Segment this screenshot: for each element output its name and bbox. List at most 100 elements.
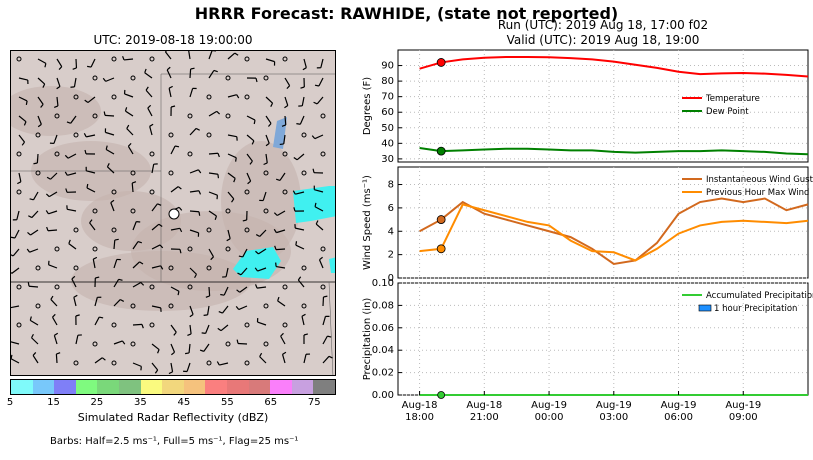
calm-wind-circle — [282, 56, 288, 62]
calm-wind-circle — [168, 303, 174, 309]
wind-barb — [11, 358, 20, 364]
calm-wind-circle — [187, 151, 193, 157]
colorbar-swatch — [226, 380, 249, 394]
wind-barb-feather — [236, 94, 240, 99]
wind-barb — [297, 279, 305, 288]
wind-barb — [322, 316, 327, 326]
calm-wind-circle — [225, 113, 231, 119]
calm-wind-circle — [73, 227, 79, 233]
wind-barb-feather — [166, 66, 171, 71]
colorbar-tick-label: 15 — [47, 397, 60, 408]
map-title: UTC: 2019-08-18 19:00:00 — [93, 33, 253, 47]
calm-wind-circle — [320, 113, 326, 119]
wind-barb — [189, 210, 200, 213]
current-time-marker — [436, 215, 446, 224]
wind-barb-feather — [33, 162, 38, 165]
wind-barb — [189, 68, 192, 79]
wind-barb — [67, 208, 77, 212]
wind-barb — [256, 286, 267, 289]
wind-barb-feather — [237, 272, 242, 276]
current-time-marker — [437, 391, 446, 399]
wind-barb — [29, 248, 39, 253]
wind-barb-feather — [17, 181, 22, 185]
calm-wind-circle — [225, 341, 231, 347]
calm-wind-circle — [263, 341, 269, 347]
wind-barb — [265, 96, 273, 104]
calm-wind-circle — [187, 284, 193, 290]
wind-barb-feather — [103, 111, 106, 116]
colorbar-swatch — [32, 380, 55, 394]
x-tick-label: Aug-18 — [402, 400, 438, 411]
calm-wind-circle — [244, 56, 250, 62]
wind-barb — [125, 110, 134, 117]
wind-barb-feather — [254, 267, 259, 272]
y-tick-label: 60 — [381, 107, 394, 118]
calm-wind-circle — [149, 151, 155, 157]
calm-wind-circle — [149, 189, 155, 195]
wind-barb — [56, 58, 63, 67]
wind-barb — [18, 134, 26, 143]
calm-wind-circle — [73, 94, 79, 100]
wind-barb-feather — [242, 219, 247, 222]
wind-barb — [48, 191, 58, 198]
calm-wind-circle — [92, 208, 98, 214]
wind-barb — [126, 128, 134, 136]
legend-label: Previous Hour Max Wind — [706, 188, 809, 198]
wind-barb-feather — [71, 275, 76, 280]
wind-barb-feather — [37, 123, 42, 128]
wind-barb-feather — [328, 355, 333, 359]
wind-barb-feather — [295, 241, 298, 246]
wind-barb-feather — [236, 289, 241, 293]
calm-wind-circle — [225, 246, 231, 252]
y-tick-label: 50 — [381, 123, 394, 134]
x-tick-label: 18:00 — [405, 412, 434, 423]
calm-wind-circle — [263, 75, 269, 81]
wind-barb-feather — [52, 313, 56, 318]
wind-barb — [208, 248, 215, 258]
wind-barb — [166, 69, 172, 79]
wind-barb-feather — [235, 306, 240, 310]
wind-barb — [220, 324, 229, 332]
wind-barb — [67, 172, 77, 176]
wind-barb — [170, 343, 176, 353]
wind-barb-feather — [218, 311, 223, 314]
chart-panel-1: 30 40 50 60 70 80 90 Degrees (F) Temperature Dew … — [362, 49, 809, 165]
wind-barb — [219, 362, 229, 366]
y-tick-label: 0.02 — [372, 368, 394, 379]
wind-barb — [295, 227, 305, 231]
radar-echo — [329, 257, 335, 273]
legend-label: Accumulated Precipitation — [706, 291, 813, 301]
wind-barb — [227, 153, 237, 159]
wind-barb — [318, 259, 324, 269]
wind-barb — [11, 341, 20, 345]
wind-barb — [29, 319, 39, 326]
wind-barb — [151, 343, 160, 351]
wind-barb-feather — [119, 298, 125, 302]
y-tick-label: 0 — [388, 273, 394, 284]
calm-wind-circle — [263, 170, 269, 176]
wind-barb — [238, 305, 248, 311]
wind-barb — [189, 324, 192, 335]
calm-wind-circle — [130, 303, 136, 309]
wind-barb — [315, 223, 324, 231]
wind-barb — [170, 362, 174, 372]
wind-barb — [205, 324, 210, 334]
wind-barb-feather — [23, 121, 27, 126]
wind-barb — [94, 297, 98, 307]
y-axis-label: Wind Speed (ms⁻¹) — [362, 175, 373, 270]
wind-barb-feather — [121, 340, 126, 345]
wind-barb-feather — [56, 86, 61, 90]
wind-barb — [296, 153, 305, 161]
radar-map — [10, 50, 336, 376]
wind-barb — [208, 172, 218, 175]
calm-wind-circle — [54, 284, 60, 290]
wind-barb-feather — [251, 140, 255, 145]
wind-barb-feather — [279, 143, 284, 146]
calm-wind-circle — [282, 151, 288, 157]
wind-barb — [314, 206, 324, 212]
calm-wind-circle — [168, 170, 174, 176]
wind-barb-feather — [327, 335, 332, 338]
calm-wind-circle — [73, 360, 79, 366]
wind-barb — [48, 210, 58, 215]
wind-barb — [107, 166, 115, 174]
